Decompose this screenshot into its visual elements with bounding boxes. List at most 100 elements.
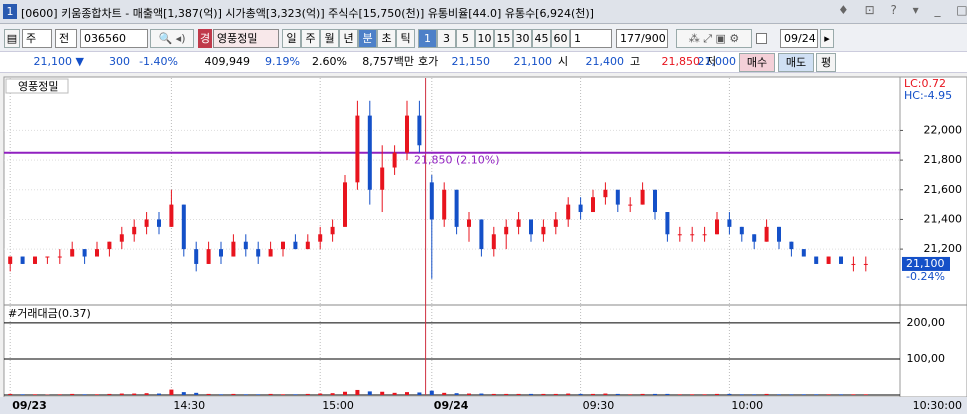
window-badge: 1: [3, 4, 17, 19]
tool-icons[interactable]: 🔍 ◂): [150, 29, 194, 48]
candle-body: [82, 249, 87, 257]
volume-bar: [603, 393, 608, 395]
volume-bar: [231, 393, 236, 395]
volume-bar: [181, 392, 186, 395]
volume-bar: [330, 393, 335, 395]
volume-bar: [516, 393, 521, 395]
candle-body: [789, 241, 794, 250]
candle-body: [603, 189, 608, 198]
corner-label: LC:0.72: [904, 77, 946, 90]
volume-bar: [541, 393, 546, 395]
order-button[interactable]: 매도: [778, 53, 814, 72]
axis-background: [899, 76, 967, 398]
order-button[interactable]: 매수: [739, 53, 775, 72]
x-tick-label: 10:00: [731, 399, 763, 412]
period-button[interactable]: 분: [358, 29, 377, 48]
volume-bar: [206, 393, 211, 395]
candle-body: [367, 115, 372, 190]
volume-bar: [256, 394, 261, 395]
period-button[interactable]: 일: [282, 29, 301, 48]
quote-item: 21,150: [451, 55, 491, 68]
tool-icons[interactable]: ⁂ ⤢ ▣ ⚙: [676, 29, 752, 48]
quote-bar: 21,100 ▼ 300 -1.40% 409,949 9.19% 2.60% 8,757백…: [0, 51, 967, 73]
volume-bar: [628, 394, 633, 395]
candle-body: [752, 234, 757, 242]
stock-name[interactable]: 영풍정밀: [213, 29, 279, 48]
menu-icon[interactable]: ▤: [4, 29, 20, 48]
volume-bar: [268, 393, 273, 395]
volume-bar: [690, 394, 695, 395]
period-button[interactable]: 년: [339, 29, 358, 48]
code-input[interactable]: 036560: [80, 29, 148, 48]
interval-input[interactable]: 1: [570, 29, 612, 48]
volume-bar: [789, 394, 794, 395]
candle-body: [417, 115, 422, 146]
interval-button[interactable]: 45: [532, 29, 551, 48]
period-type[interactable]: 주: [22, 29, 52, 48]
candle-body: [467, 219, 471, 227]
candle-body: [615, 189, 620, 205]
volume-bar: [95, 394, 99, 395]
quote-item: 21,000: [697, 55, 737, 68]
volume-bar: [157, 393, 161, 395]
volume-bar: [8, 393, 13, 395]
y-tick-label: 21,600: [924, 183, 963, 196]
date-input[interactable]: 09/24: [780, 29, 818, 48]
y-tick-label: 21,800: [924, 153, 963, 166]
interval-button[interactable]: 30: [513, 29, 532, 48]
quote-item: 9.19%: [265, 55, 300, 68]
checkbox[interactable]: [756, 33, 767, 44]
candle-body: [529, 219, 533, 235]
volume-bar: [727, 393, 732, 395]
volume-bar: [479, 393, 484, 395]
interval-button[interactable]: 5: [456, 29, 475, 48]
volume-bar: [640, 393, 645, 395]
y-tick-label: 100,00: [907, 352, 946, 365]
interval-button[interactable]: 60: [551, 29, 570, 48]
interval-button[interactable]: 15: [494, 29, 513, 48]
volume-bar: [132, 393, 137, 395]
period-button[interactable]: 월: [320, 29, 339, 48]
candle-body: [305, 241, 310, 250]
period-button[interactable]: 틱: [396, 29, 415, 48]
volume-bar: [243, 394, 248, 395]
y-tick-label: 21,200: [924, 242, 963, 255]
x-axis-strip: [0, 397, 967, 414]
candle-body: [330, 226, 335, 235]
window-title: [0600] 키움종합차트 - 매출액[1,387(억)] 시가총액[3,323…: [21, 7, 594, 20]
order-button[interactable]: 평: [816, 53, 836, 72]
candle-body: [541, 226, 546, 235]
y-tick-label: 21,400: [924, 212, 963, 225]
window-controls[interactable]: ♦ ⊡ ? ▾ _ □ ✕: [838, 3, 967, 17]
count: 177/900: [616, 29, 668, 48]
candle-body: [355, 115, 360, 183]
candle-body: [293, 241, 298, 250]
volume-bar: [219, 394, 223, 395]
candle-body: [405, 115, 409, 153]
candle-body: [578, 204, 583, 213]
volume-bar: [553, 393, 558, 395]
candle-body: [181, 204, 186, 250]
period-button[interactable]: 주: [301, 29, 320, 48]
volume-bar: [20, 394, 25, 395]
interval-button[interactable]: 1: [418, 29, 437, 48]
legend-box: [5, 78, 69, 94]
x-end-label: 10:30:00: [913, 399, 962, 412]
last-price-box: [902, 256, 950, 271]
view-type[interactable]: 전: [55, 29, 77, 48]
interval-button[interactable]: 10: [475, 29, 494, 48]
candle-body: [33, 256, 37, 264]
candle-body: [739, 226, 744, 235]
volume-bar: [119, 393, 124, 395]
volume-bar: [566, 393, 571, 395]
interval-button[interactable]: 3: [437, 29, 456, 48]
candle-body: [243, 241, 248, 250]
x-tick-label: 09/24: [434, 399, 469, 412]
period-button[interactable]: 초: [377, 29, 396, 48]
volume-bar: [591, 393, 595, 395]
candle-body: [20, 256, 25, 264]
market-badge: 경: [198, 29, 212, 48]
volume-bar: [293, 394, 298, 395]
date-button[interactable]: ▸: [820, 29, 834, 48]
title-bar: 1 [0600] 키움종합차트 - 매출액[1,387(억)] 시가총액[3,3…: [0, 0, 967, 24]
